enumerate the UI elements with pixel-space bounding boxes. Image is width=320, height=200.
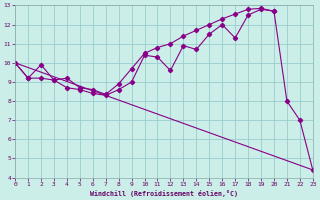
X-axis label: Windchill (Refroidissement éolien,°C): Windchill (Refroidissement éolien,°C) [90, 190, 238, 197]
